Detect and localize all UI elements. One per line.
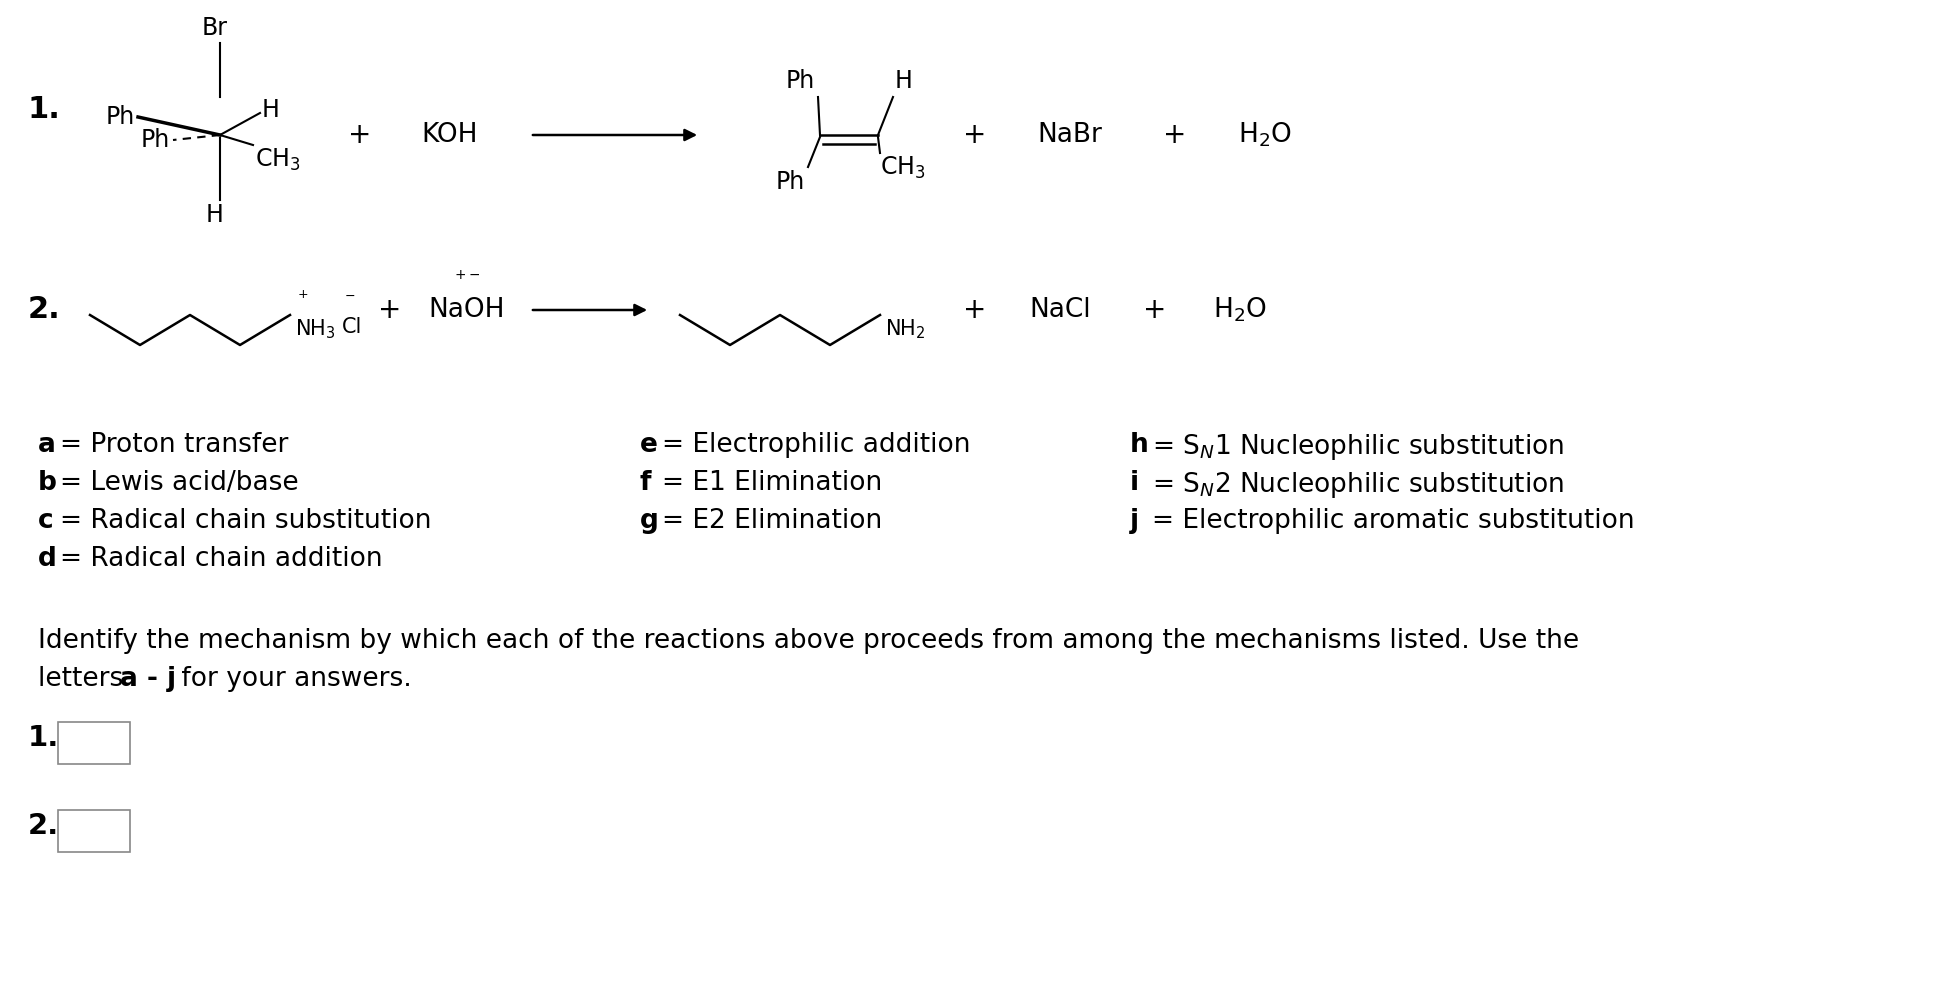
Bar (58, 810, 130, 852)
Text: d: d (39, 546, 56, 572)
Text: j: j (1128, 508, 1138, 534)
Text: +: + (964, 296, 987, 324)
Text: $^+$: $^+$ (295, 289, 308, 307)
Text: f: f (640, 470, 652, 496)
Text: 2.: 2. (27, 295, 60, 325)
Text: Ph: Ph (776, 170, 805, 194)
Text: 1.: 1. (27, 95, 60, 125)
Text: = Electrophilic addition: = Electrophilic addition (661, 432, 970, 458)
Text: e: e (640, 432, 657, 458)
Text: = E2 Elimination: = E2 Elimination (661, 508, 882, 534)
Text: i: i (1128, 470, 1138, 496)
Text: = Radical chain addition: = Radical chain addition (60, 546, 382, 572)
Text: h: h (1128, 432, 1148, 458)
Text: = E1 Elimination: = E1 Elimination (661, 470, 882, 496)
Text: H$_2$O: H$_2$O (1212, 296, 1266, 325)
Text: Ph: Ph (142, 128, 171, 152)
Text: NaOH: NaOH (429, 297, 504, 323)
Text: g: g (640, 508, 659, 534)
Text: +: + (349, 121, 372, 149)
Text: c: c (39, 508, 54, 534)
Text: KOH: KOH (421, 122, 479, 148)
Text: H: H (206, 203, 223, 227)
Text: = S$_N$2 Nucleophilic substitution: = S$_N$2 Nucleophilic substitution (1152, 470, 1563, 500)
Text: 1.: 1. (27, 724, 60, 752)
Text: Br: Br (202, 16, 229, 40)
Text: = Radical chain substitution: = Radical chain substitution (60, 508, 430, 534)
Text: +: + (1163, 121, 1187, 149)
Text: b: b (39, 470, 56, 496)
Text: = Electrophilic aromatic substitution: = Electrophilic aromatic substitution (1152, 508, 1635, 534)
Text: 2.: 2. (27, 812, 60, 840)
Text: a: a (39, 432, 56, 458)
Text: +: + (378, 296, 401, 324)
Bar (58, 722, 130, 764)
Text: H: H (894, 69, 913, 93)
Text: H: H (262, 98, 279, 122)
Text: CH$_3$: CH$_3$ (880, 155, 925, 181)
Text: a - j: a - j (120, 666, 176, 692)
Text: +: + (1142, 296, 1165, 324)
Text: = S$_N$1 Nucleophilic substitution: = S$_N$1 Nucleophilic substitution (1152, 432, 1563, 462)
Text: H$_2$O: H$_2$O (1237, 121, 1291, 149)
Text: Cl: Cl (341, 317, 363, 337)
Text: NaCl: NaCl (1030, 297, 1090, 323)
Text: +: + (964, 121, 987, 149)
Text: NaBr: NaBr (1037, 122, 1101, 148)
Text: NH$_2$: NH$_2$ (884, 317, 925, 341)
Text: letters: letters (39, 666, 132, 692)
Text: $^{+-}$: $^{+-}$ (454, 269, 479, 288)
Text: = Proton transfer: = Proton transfer (60, 432, 289, 458)
Text: for your answers.: for your answers. (173, 666, 411, 692)
Text: CH$_3$: CH$_3$ (254, 147, 301, 173)
Text: Ph: Ph (785, 69, 814, 93)
Text: = Lewis acid/base: = Lewis acid/base (60, 470, 299, 496)
Text: NH$_3$: NH$_3$ (295, 317, 335, 341)
Text: $^-$: $^-$ (341, 292, 355, 310)
Text: Ph: Ph (107, 105, 136, 129)
Text: Identify the mechanism by which each of the reactions above proceeds from among : Identify the mechanism by which each of … (39, 628, 1578, 654)
